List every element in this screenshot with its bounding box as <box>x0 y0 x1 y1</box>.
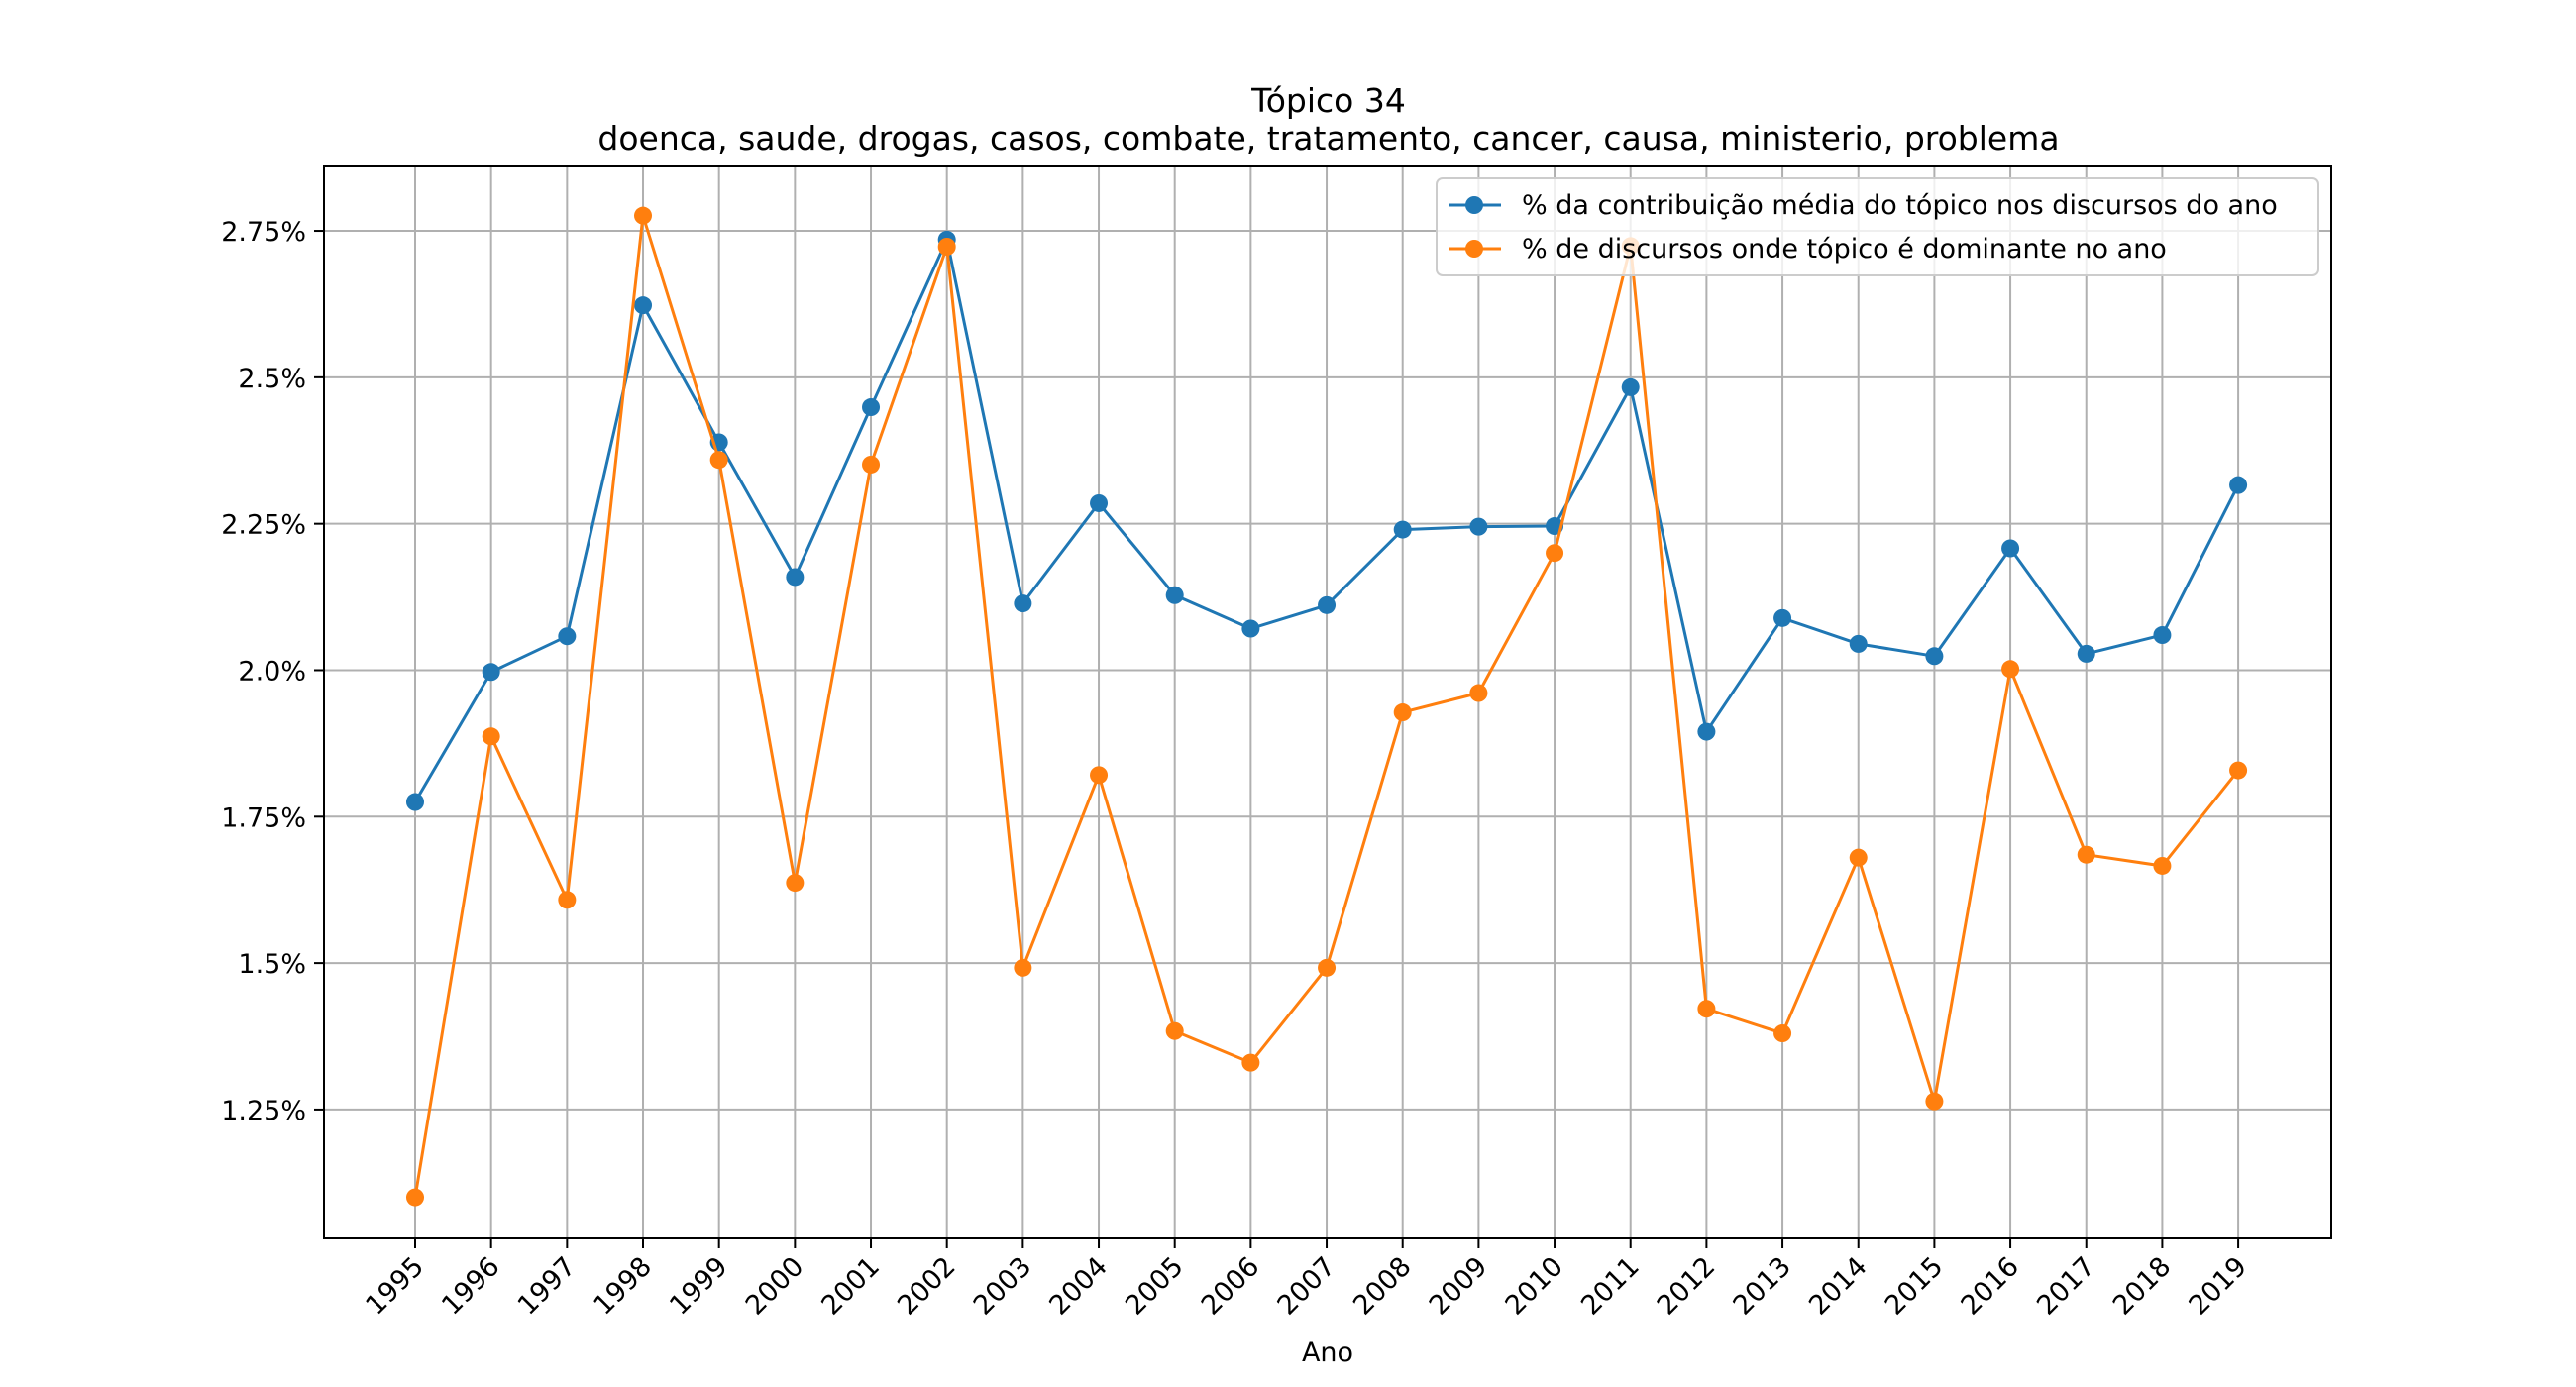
series-1-point-2008 <box>1393 520 1412 539</box>
series-1-point-2001 <box>862 398 881 417</box>
series-2-point-2009 <box>1469 684 1488 702</box>
series-2-point-2002 <box>937 238 956 257</box>
series-2-point-2006 <box>1241 1053 1260 1072</box>
series-2-point-2017 <box>2077 845 2095 864</box>
series-2-point-1995 <box>406 1188 424 1207</box>
grid <box>324 166 2331 1238</box>
y-tick-label: 1.5% <box>238 949 306 980</box>
series-1-point-2015 <box>1925 647 1944 666</box>
series-2-point-1996 <box>482 727 500 746</box>
legend-marker-series-2 <box>1465 240 1483 258</box>
series-2-point-2005 <box>1165 1021 1184 1040</box>
series-1-point-2005 <box>1165 586 1184 604</box>
series-2-point-1999 <box>709 451 728 470</box>
series-2-point-2008 <box>1393 703 1412 722</box>
series-group <box>406 206 2248 1207</box>
x-axis-label: Ano <box>1302 1337 1353 1368</box>
series-1-point-1997 <box>558 627 577 646</box>
series-2-point-2003 <box>1014 958 1032 977</box>
series-2-point-2012 <box>1697 1000 1716 1018</box>
series-2-point-2016 <box>2001 660 2020 679</box>
series-1-point-1998 <box>634 296 653 315</box>
chart-subtitle: doenca, saude, drogas, casos, combate, t… <box>597 119 2059 158</box>
y-tick-label: 2.25% <box>221 510 306 541</box>
series-1-point-1996 <box>482 663 500 682</box>
series-2-point-2018 <box>2153 856 2172 875</box>
series-1-point-2004 <box>1090 493 1109 512</box>
series-1-point-2013 <box>1773 608 1792 627</box>
series-1-point-2003 <box>1014 594 1032 613</box>
series-1-point-2009 <box>1469 517 1488 536</box>
series-2-point-2015 <box>1925 1092 1944 1111</box>
series-2-point-2000 <box>786 874 805 893</box>
series-2-point-2007 <box>1318 958 1337 977</box>
legend: % da contribuição média do tópico nos di… <box>1436 177 2319 276</box>
y-tick-label: 2.75% <box>221 217 306 248</box>
legend-label-series-2: % de discursos onde tópico é dominante n… <box>1522 234 2167 265</box>
series-1-point-2012 <box>1697 722 1716 741</box>
series-2-point-2010 <box>1546 544 1564 563</box>
series-1-point-2017 <box>2077 644 2095 663</box>
series-1-point-2018 <box>2153 626 2172 645</box>
series-1-point-2019 <box>2229 476 2248 494</box>
series-1-point-2006 <box>1241 619 1260 638</box>
series-2-point-2019 <box>2229 761 2248 780</box>
y-tick-label: 1.25% <box>221 1096 306 1126</box>
y-tick-label: 2.0% <box>238 656 306 687</box>
series-2-point-1998 <box>634 206 653 225</box>
y-tick-label: 2.5% <box>238 364 306 394</box>
series-1-point-2016 <box>2001 539 2020 558</box>
series-2-point-2013 <box>1773 1024 1792 1043</box>
series-2-point-2001 <box>862 455 881 474</box>
y-tick-label: 1.75% <box>221 802 306 833</box>
series-1-point-1995 <box>406 793 424 811</box>
series-2-point-2004 <box>1090 766 1109 785</box>
legend-box <box>1436 177 2319 276</box>
legend-label-series-1: % da contribuição média do tópico nos di… <box>1522 190 2278 221</box>
series-1-point-2000 <box>786 568 805 587</box>
series-1-point-2014 <box>1849 634 1868 653</box>
series-2-point-2014 <box>1849 848 1868 867</box>
y-axis: 1.25% 1.5% 1.75% 2.0% 2.25% 2.5% 2.75% <box>221 217 324 1126</box>
series-1-point-2007 <box>1318 595 1337 614</box>
legend-marker-series-1 <box>1465 196 1483 214</box>
chart-title: Tópico 34 <box>1250 81 1406 120</box>
series-2-point-1997 <box>558 891 577 909</box>
series-1-point-2011 <box>1621 377 1640 396</box>
